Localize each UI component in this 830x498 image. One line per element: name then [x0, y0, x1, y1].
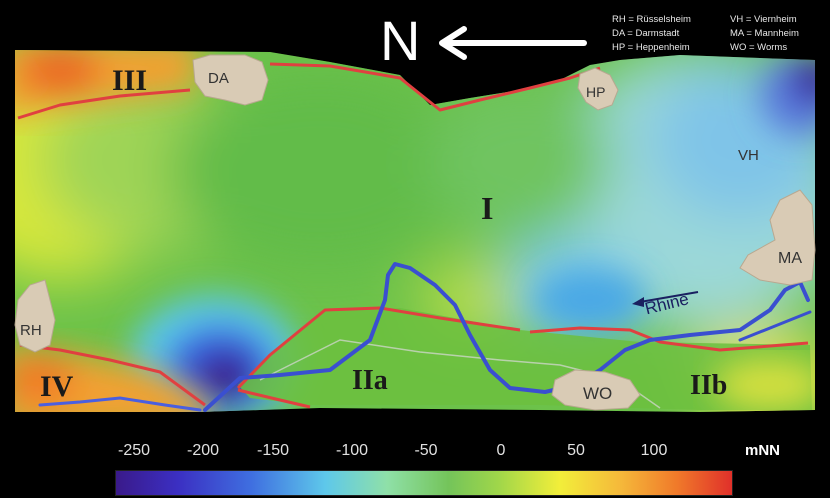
city-label-hp: HP — [586, 84, 606, 100]
scale-tick-label: -100 — [335, 442, 369, 459]
zone-label-i: I — [481, 190, 494, 226]
scale-tick-label: -150 — [256, 442, 290, 459]
abbreviation-legend: RH = Rüsselsheim DA = Darmstadt HP = Hep… — [612, 14, 827, 66]
scale-tick-label: -250 — [117, 442, 151, 459]
city-label-wo: WO — [583, 384, 613, 403]
abbrev-hp: HP = Heppenheim — [612, 42, 690, 53]
city-shape-hp — [577, 67, 619, 111]
scale-tick-label: -200 — [186, 442, 220, 459]
zone-label-iib: IIb — [690, 370, 728, 401]
left-arrow-icon — [439, 26, 587, 60]
abbrev-vh: VH = Viernheim — [730, 14, 797, 25]
scale-tick-label: -50 — [414, 442, 438, 459]
river-segment-iv — [38, 396, 202, 412]
zone-label-iv: IV — [40, 370, 74, 403]
north-indicator: N — [380, 8, 590, 78]
abbrev-da: DA = Darmstadt — [612, 28, 680, 39]
city-label-ma: MA — [778, 250, 802, 267]
zone-label-iia: IIa — [352, 365, 388, 396]
abbrev-rh: RH = Rüsselsheim — [612, 14, 691, 25]
city-shapes — [14, 54, 816, 411]
color-scale: -250 -200 -150 -100 -50 0 50 100 mNN — [0, 432, 830, 498]
city-shape-wo — [551, 369, 641, 411]
abbrev-ma: MA = Mannheim — [730, 28, 799, 39]
city-label-vh: VH — [738, 147, 759, 164]
city-shape-ma — [739, 189, 816, 286]
scale-unit: mNN — [745, 442, 781, 459]
rhine-flow-arrow — [632, 291, 699, 307]
color-gradient-bar — [115, 470, 733, 496]
city-shape-da — [192, 54, 269, 106]
city-shape-rh — [14, 279, 56, 353]
zone-ii-band — [238, 308, 812, 410]
scale-tick-label: 50 — [567, 442, 585, 459]
scale-tick-label: 100 — [640, 442, 668, 459]
rhine-river — [203, 262, 810, 412]
zone-boundaries — [17, 62, 809, 409]
city-label-rh: RH — [20, 322, 42, 339]
scale-tick-label: 0 — [496, 442, 506, 459]
zone-label-iii: III — [112, 64, 148, 97]
rhine-river-branch — [738, 310, 812, 342]
north-letter: N — [380, 9, 421, 72]
abbrev-wo: WO = Worms — [730, 42, 788, 53]
city-label-da: DA — [208, 70, 229, 87]
